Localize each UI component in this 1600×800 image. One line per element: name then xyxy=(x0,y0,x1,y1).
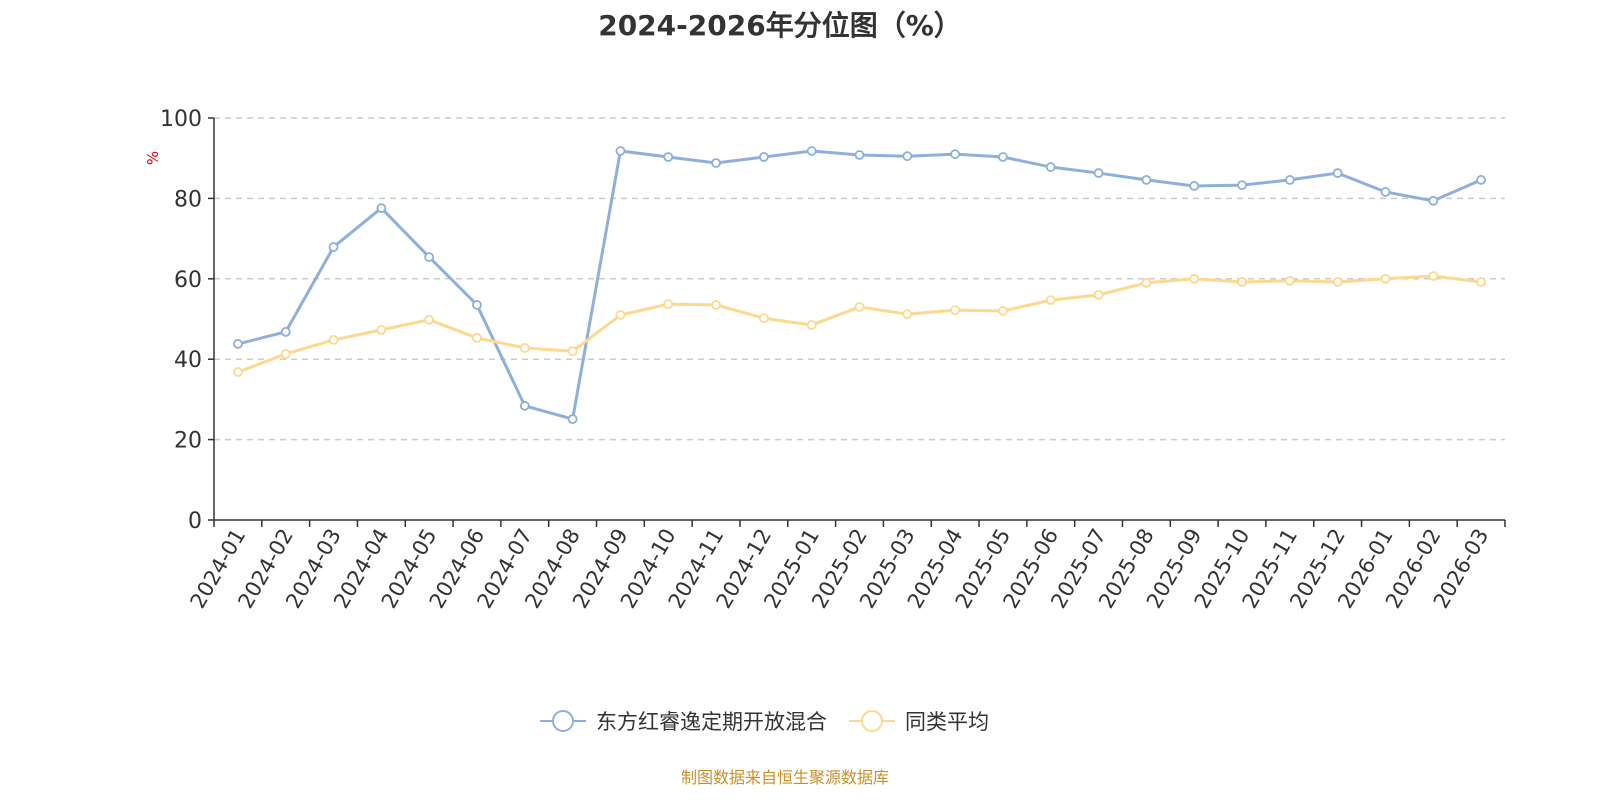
legend-marker-1 xyxy=(861,710,883,732)
data-point xyxy=(950,305,961,316)
y-tick-label: 100 xyxy=(160,107,202,132)
data-point xyxy=(758,152,769,162)
data-point xyxy=(1237,180,1247,191)
legend-marker-0 xyxy=(552,710,574,732)
series-line-1 xyxy=(237,274,1482,374)
data-point xyxy=(1332,277,1343,287)
data-point xyxy=(711,158,721,168)
data-point xyxy=(998,152,1008,162)
data-point xyxy=(1189,273,1200,284)
data-point xyxy=(1237,277,1247,287)
y-tick-label: 40 xyxy=(174,348,202,373)
data-point xyxy=(902,151,913,162)
data-point xyxy=(1284,175,1295,185)
data-point xyxy=(1141,175,1152,185)
data-point xyxy=(998,306,1008,316)
legend-label-1: 同类平均 xyxy=(905,710,989,734)
legend-label-0: 东方红睿逸定期开放混合 xyxy=(596,710,827,734)
data-point xyxy=(1141,277,1152,288)
data-point xyxy=(376,324,387,335)
data-point xyxy=(615,310,626,320)
data-point xyxy=(1189,181,1200,191)
data-point xyxy=(424,314,435,325)
data-point xyxy=(615,146,626,156)
data-point xyxy=(519,400,530,411)
data-point xyxy=(1093,168,1104,178)
data-point xyxy=(280,326,291,337)
y-axis-label: % xyxy=(144,151,162,165)
data-point xyxy=(902,309,913,320)
data-point xyxy=(328,335,339,345)
data-point xyxy=(806,146,817,156)
data-point xyxy=(1428,271,1439,281)
y-tick-label: 20 xyxy=(174,429,202,454)
data-point xyxy=(1093,289,1104,300)
y-tick-label: 0 xyxy=(188,509,202,534)
data-point xyxy=(567,346,578,357)
data-point xyxy=(1380,273,1391,284)
series-line-0 xyxy=(237,149,1482,421)
data-point xyxy=(424,252,435,262)
data-point xyxy=(758,313,769,324)
data-point xyxy=(806,320,817,330)
y-tick-label: 60 xyxy=(174,268,202,293)
data-point xyxy=(519,343,530,353)
data-point xyxy=(233,367,243,377)
data-point xyxy=(663,152,674,162)
data-point xyxy=(854,150,865,160)
data-point xyxy=(567,414,578,424)
chart-title: 2024-2026年分位图（%） xyxy=(598,9,962,42)
data-point xyxy=(1380,187,1391,197)
data-point xyxy=(950,149,961,160)
data-point xyxy=(472,332,482,343)
data-point xyxy=(233,339,243,349)
data-point xyxy=(1332,168,1343,178)
data-point xyxy=(1476,277,1486,287)
data-point xyxy=(854,302,865,312)
data-point xyxy=(376,203,387,213)
y-tick-label: 80 xyxy=(174,187,202,212)
data-point xyxy=(711,300,721,310)
data-point xyxy=(1045,162,1056,172)
data-point xyxy=(1045,295,1056,306)
data-point xyxy=(1428,195,1439,206)
data-point xyxy=(280,349,291,359)
data-point xyxy=(1284,275,1295,286)
data-source-note: 制图数据来自恒生聚源数据库 xyxy=(680,768,889,787)
data-point xyxy=(1476,175,1486,185)
data-point xyxy=(663,299,674,310)
data-point xyxy=(328,242,339,252)
data-point xyxy=(472,300,482,310)
